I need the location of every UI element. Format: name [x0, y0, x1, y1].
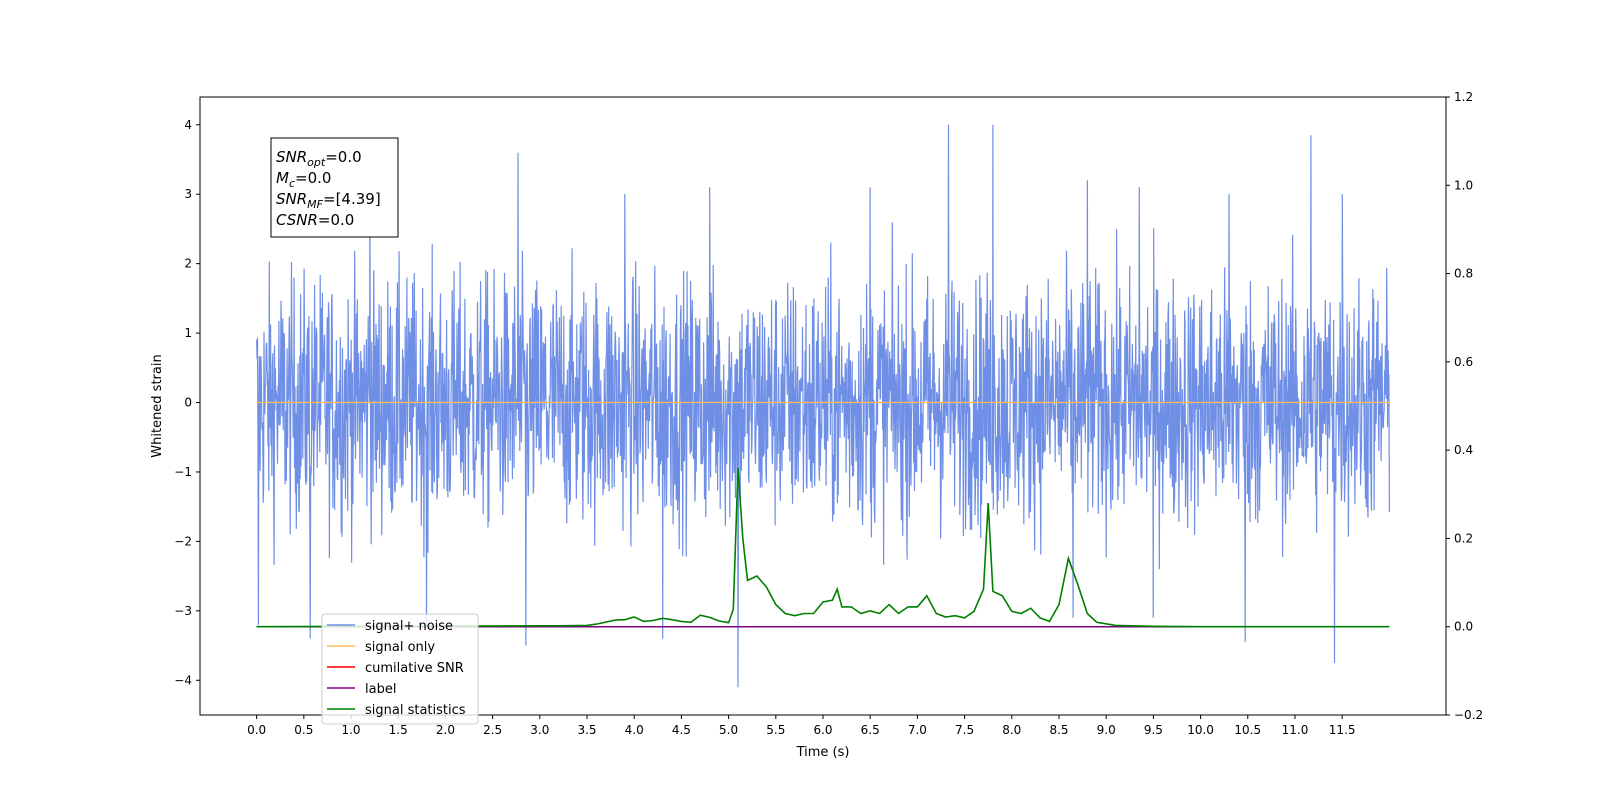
- x-axis: 0.0 0.5 1.0 1.5 2.0 2.5 3.0 3.5 4.0 4.5 5.0 5.5 6.0 6…: [247, 715, 1356, 737]
- y-axis-label: Whitened strain: [150, 354, 165, 457]
- y2-tick-label: 0.4: [1454, 443, 1473, 457]
- y-axis-left: 4 3 2 1 0 −1 −2 −3 −4: [174, 118, 200, 687]
- y-tick-label: 1: [184, 326, 192, 340]
- y-tick-label: 2: [184, 257, 192, 271]
- x-tick-label: 10.5: [1234, 723, 1261, 737]
- x-tick-label: 9.5: [1144, 723, 1163, 737]
- x-tick-label: 8.0: [1002, 723, 1021, 737]
- x-tick-label: 1.0: [341, 723, 360, 737]
- legend-entry: cumilative SNR: [365, 661, 464, 676]
- y2-tick-label: 0.8: [1454, 267, 1473, 281]
- legend-entry: signal statistics: [365, 703, 466, 718]
- x-tick-label: 1.5: [389, 723, 408, 737]
- y-tick-label: 0: [184, 396, 192, 410]
- annotation-line: CSNR=0.0: [276, 211, 354, 229]
- x-tick-label: 3.5: [577, 723, 596, 737]
- legend-entry: signal only: [365, 640, 435, 655]
- x-tick-label: 2.0: [436, 723, 455, 737]
- y2-tick-label: 0.0: [1454, 620, 1473, 634]
- x-tick-label: 6.0: [813, 723, 832, 737]
- x-tick-label: 5.0: [719, 723, 738, 737]
- x-tick-label: 11.5: [1329, 723, 1356, 737]
- x-tick-label: 8.5: [1049, 723, 1068, 737]
- x-axis-label: Time (s): [796, 745, 850, 760]
- y2-tick-label: 1.2: [1454, 90, 1473, 104]
- y-tick-label: −2: [174, 534, 192, 548]
- y-tick-label: 3: [184, 187, 192, 201]
- x-tick-label: 10.0: [1187, 723, 1214, 737]
- annotation-line: Mc=0.0: [276, 169, 331, 190]
- annotation-frame: [270, 137, 399, 238]
- x-tick-label: 0.5: [294, 723, 313, 737]
- x-tick-label: 2.5: [483, 723, 502, 737]
- y2-tick-label: 0.2: [1454, 531, 1473, 545]
- legend-entry: signal+ noise: [365, 619, 453, 634]
- y2-tick-label: 1.0: [1454, 178, 1473, 192]
- x-tick-label: 7.0: [908, 723, 927, 737]
- x-tick-label: 4.0: [625, 723, 644, 737]
- x-tick-label: 3.0: [530, 723, 549, 737]
- y2-tick-label: −0.2: [1454, 708, 1483, 722]
- x-tick-label: 0.0: [247, 723, 266, 737]
- x-tick-label: 4.5: [672, 723, 691, 737]
- series-signal-statistics: [256, 467, 1390, 628]
- y-tick-label: −3: [174, 604, 192, 618]
- annotation-line: SNRMF=[4.39]: [276, 190, 381, 211]
- y-tick-label: 4: [184, 118, 192, 132]
- y2-tick-label: 0.6: [1454, 355, 1473, 369]
- legend-entry: label: [365, 682, 396, 697]
- y-tick-label: −4: [174, 673, 192, 687]
- legend: signal+ noise signal only cumilative SNR la…: [321, 613, 479, 725]
- x-tick-label: 7.5: [955, 723, 974, 737]
- annotation-line: SNRopt=0.0: [276, 148, 362, 169]
- legend-frame: [321, 613, 479, 725]
- series-layer: [256, 124, 1391, 688]
- series-signal-noise: [256, 124, 1391, 688]
- x-tick-label: 11.0: [1282, 723, 1309, 737]
- x-tick-label: 5.5: [766, 723, 785, 737]
- y-tick-label: −1: [174, 465, 192, 479]
- y-axis-right: 1.2 1.0 0.8 0.6 0.4 0.2 0.0 −0.2: [1446, 90, 1483, 722]
- x-tick-label: 6.5: [861, 723, 880, 737]
- x-tick-label: 9.0: [1097, 723, 1116, 737]
